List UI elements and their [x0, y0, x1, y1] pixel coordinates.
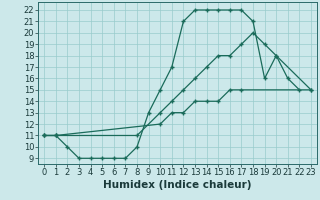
X-axis label: Humidex (Indice chaleur): Humidex (Indice chaleur) — [103, 180, 252, 190]
